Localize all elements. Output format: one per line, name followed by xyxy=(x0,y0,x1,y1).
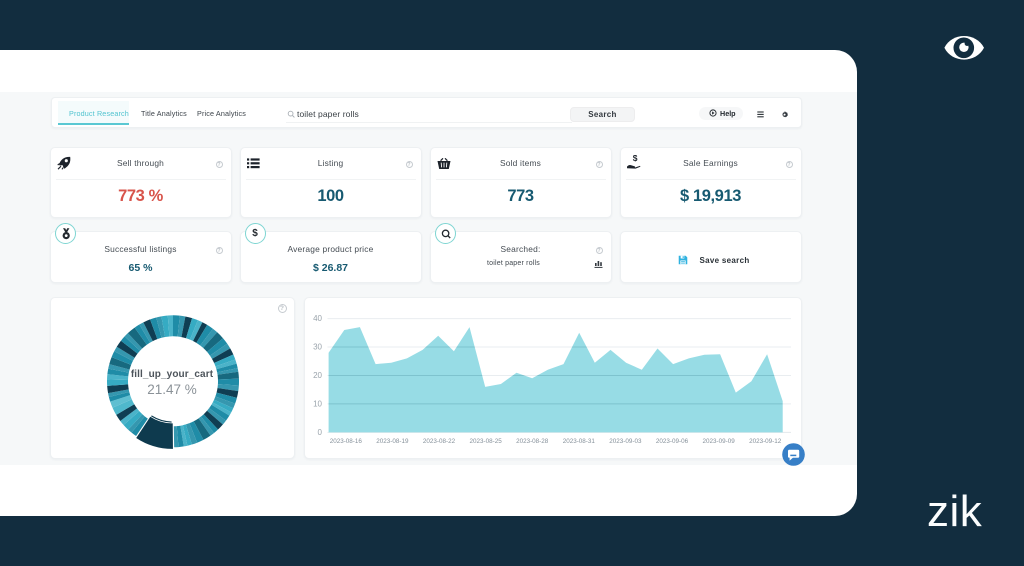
svg-text:30: 30 xyxy=(313,343,322,352)
svg-text:2023-08-16: 2023-08-16 xyxy=(330,438,363,445)
svg-text:2023-08-19: 2023-08-19 xyxy=(376,438,409,445)
svg-text:2023-09-09: 2023-09-09 xyxy=(702,438,735,445)
svg-text:2023-09-06: 2023-09-06 xyxy=(656,438,689,445)
svg-text:2023-09-03: 2023-09-03 xyxy=(609,438,642,445)
svg-text:40: 40 xyxy=(313,314,322,323)
svg-text:0: 0 xyxy=(318,428,323,437)
svg-text:20: 20 xyxy=(313,371,322,380)
svg-text:2023-08-28: 2023-08-28 xyxy=(516,438,549,445)
svg-text:2023-08-22: 2023-08-22 xyxy=(423,438,456,445)
svg-text:2023-08-31: 2023-08-31 xyxy=(563,438,596,445)
svg-text:$: $ xyxy=(632,154,637,163)
svg-text:2023-08-25: 2023-08-25 xyxy=(469,438,502,445)
svg-text:2023-09-12: 2023-09-12 xyxy=(749,438,782,445)
svg-text:10: 10 xyxy=(313,400,322,409)
